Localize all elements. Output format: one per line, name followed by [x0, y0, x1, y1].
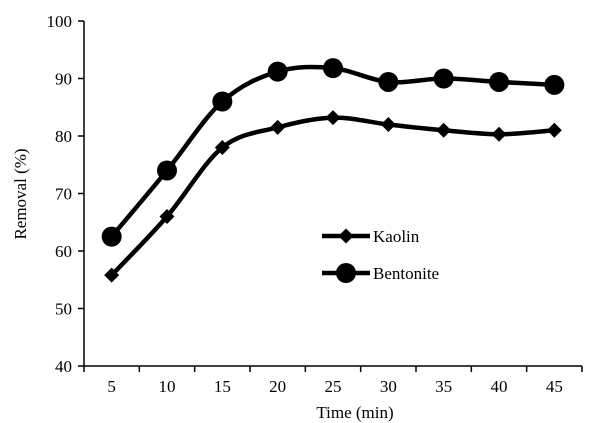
series-kaolin: [104, 110, 562, 283]
legend: Kaolin Bentonite: [322, 227, 439, 283]
y-tick-label: 40: [55, 357, 72, 376]
y-tick-label: 100: [47, 12, 73, 31]
x-tick-label: 5: [107, 377, 116, 396]
legend-marker-bentonite: [336, 263, 356, 283]
series-bentonite-point: [544, 74, 565, 95]
axes: 40 50 60 70 80 90 100 5 10 15 20 25 30 35 40 45: [47, 12, 583, 396]
series-kaolin-point: [491, 126, 507, 142]
series-kaolin-line: [110, 115, 555, 277]
y-tick-label: 80: [55, 127, 72, 146]
series-bentonite-point: [101, 226, 122, 247]
series-kaolin-point: [104, 267, 120, 283]
series-bentonite-line: [109, 64, 555, 239]
legend-label-bentonite: Bentonite: [373, 264, 439, 283]
series-bentonite-point: [157, 160, 177, 181]
series-bentonite-point: [378, 71, 399, 92]
legend-label-kaolin: Kaolin: [373, 227, 420, 246]
x-tick-label: 10: [159, 377, 176, 396]
series-bentonite-point: [433, 68, 454, 89]
series-kaolin-point: [270, 119, 286, 135]
x-tick-label: 40: [491, 377, 508, 396]
series-kaolin-point: [159, 209, 175, 224]
series-bentonite-point: [267, 61, 288, 82]
y-tick-label: 90: [55, 70, 72, 89]
x-tick-label: 35: [435, 377, 452, 396]
series-bentonite-point: [212, 91, 233, 112]
series-kaolin-point: [436, 122, 452, 138]
x-tick-label: 15: [214, 377, 231, 396]
y-tick-label: 50: [55, 300, 72, 319]
y-tick-label: 60: [55, 242, 72, 261]
series-kaolin-point: [214, 140, 230, 155]
series-layer: [101, 58, 565, 283]
legend-item-bentonite: Bentonite: [322, 263, 439, 283]
x-tick-label: 30: [380, 377, 397, 396]
series-bentonite-point: [489, 71, 509, 92]
series-kaolin-point: [325, 110, 341, 126]
series-bentonite: [101, 58, 565, 247]
series-kaolin-point: [546, 122, 562, 138]
series-bentonite-point: [323, 58, 343, 79]
y-tick-label: 70: [55, 185, 72, 204]
y-axis-title: Removal (%): [11, 148, 30, 239]
x-axis-title: Time (min): [316, 403, 393, 422]
x-tick-label: 45: [546, 377, 563, 396]
x-tick-label: 25: [325, 377, 342, 396]
series-kaolin-point: [380, 117, 396, 132]
legend-item-kaolin: Kaolin: [322, 227, 420, 246]
legend-marker-kaolin: [338, 228, 354, 244]
x-tick-label: 20: [269, 377, 286, 396]
